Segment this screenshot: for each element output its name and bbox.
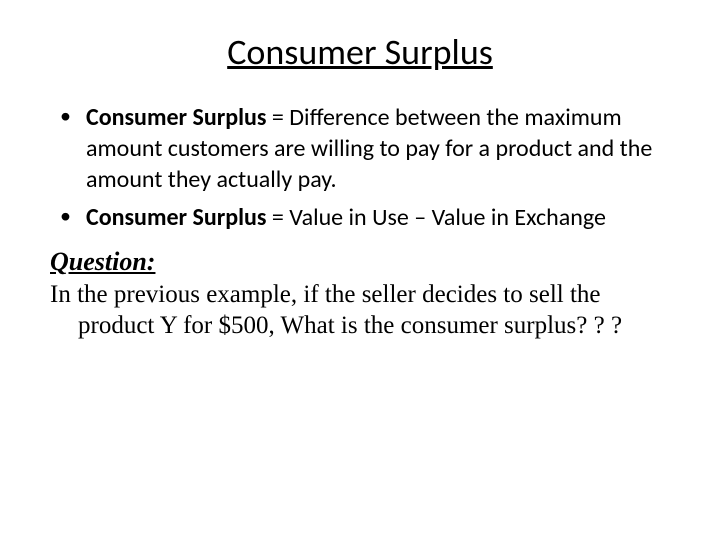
bullet-term: Consumer Surplus xyxy=(86,203,266,232)
question-text: In the previous example, if the seller d… xyxy=(50,279,670,342)
bullet-term: Consumer Surplus xyxy=(86,103,266,132)
bullet-item: Consumer Surplus = Value in Use – Value … xyxy=(50,202,670,233)
question-label: Question: xyxy=(50,247,670,277)
bullet-list: Consumer Surplus = Difference between th… xyxy=(50,102,670,233)
bullet-definition: = Value in Use – Value in Exchange xyxy=(266,203,605,232)
bullet-item: Consumer Surplus = Difference between th… xyxy=(50,102,670,196)
slide-title: Consumer Surplus xyxy=(50,30,670,74)
